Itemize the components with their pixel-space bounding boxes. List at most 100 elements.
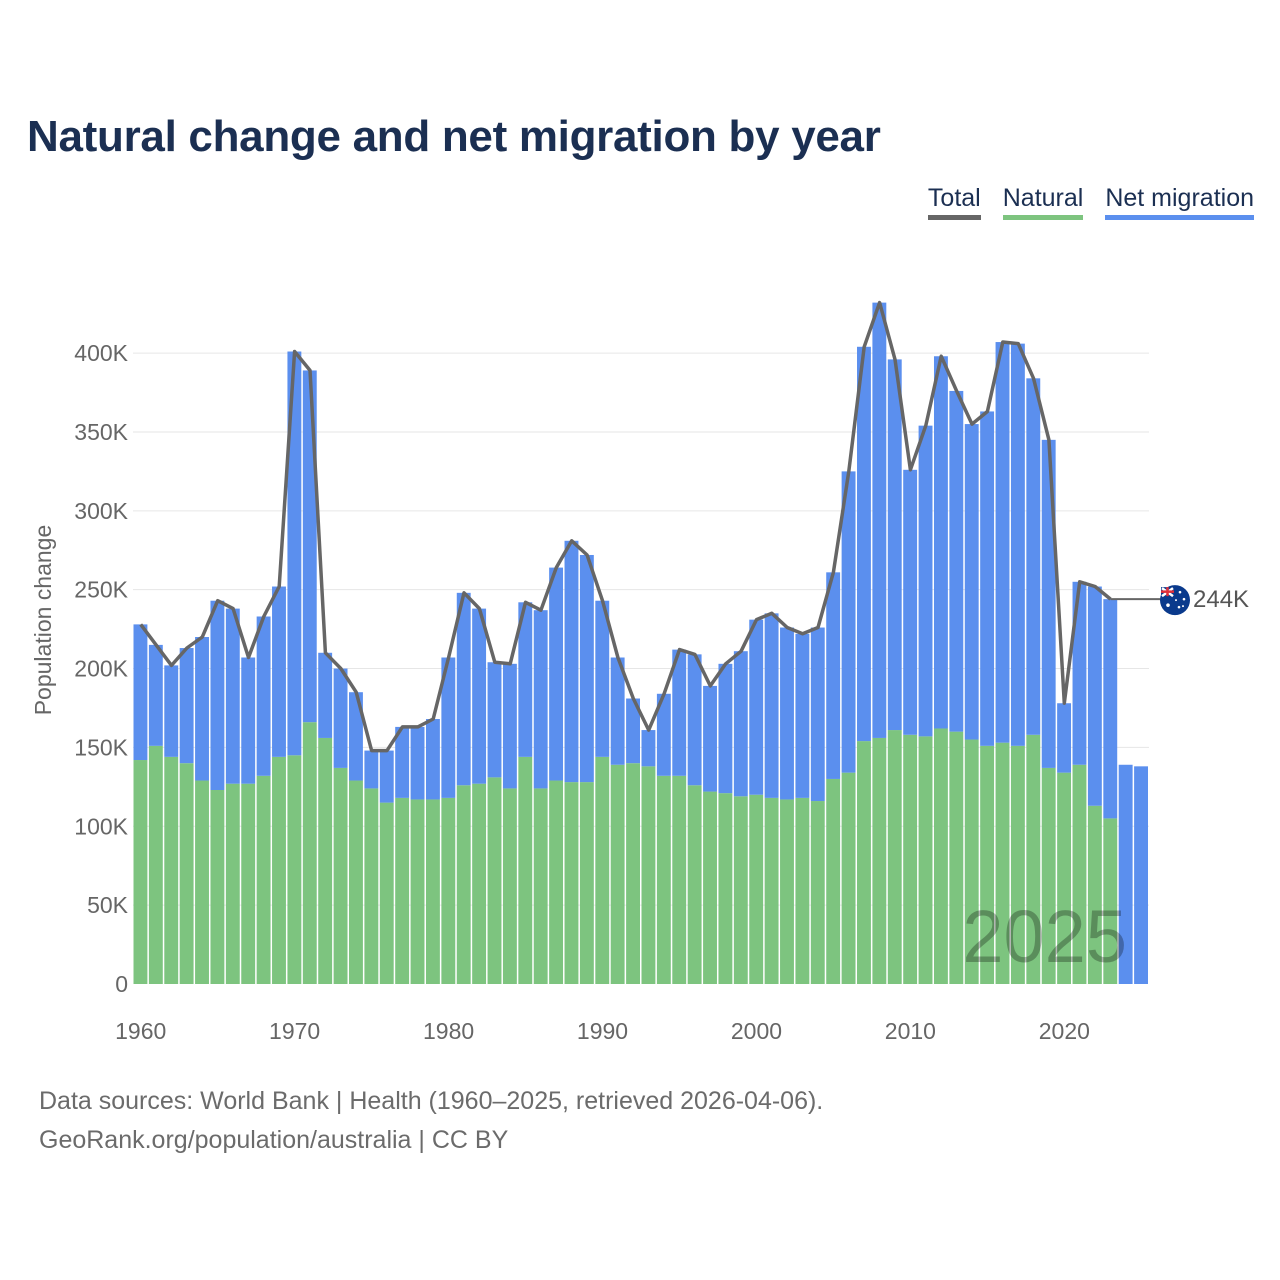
bar-natural xyxy=(703,791,717,984)
australia-flag-icon xyxy=(1160,585,1190,616)
bar-net-migration xyxy=(656,693,671,776)
bar-net-migration xyxy=(549,567,564,781)
x-tick-label: 1970 xyxy=(269,1018,320,1044)
bar-net-migration xyxy=(764,613,779,798)
bar-natural xyxy=(687,785,702,984)
bar-net-migration xyxy=(148,644,163,746)
legend-natural[interactable]: Natural xyxy=(1002,183,1084,220)
bar-natural xyxy=(1010,745,1025,984)
end-value-label: 244K xyxy=(1193,586,1249,613)
bar-net-migration xyxy=(749,619,764,795)
bar-natural xyxy=(933,728,948,984)
x-tick-label: 1990 xyxy=(577,1018,628,1044)
bar-natural xyxy=(564,782,579,984)
bar-natural xyxy=(210,789,225,984)
bar-natural xyxy=(857,741,871,984)
bar-net-migration xyxy=(579,554,594,783)
bar-net-migration xyxy=(980,411,995,746)
bar-natural xyxy=(626,763,640,984)
bar-net-migration xyxy=(949,390,964,732)
bar-natural xyxy=(472,783,487,984)
legend-net-migration[interactable]: Net migration xyxy=(1105,183,1254,220)
bar-natural xyxy=(780,799,794,984)
y-tick-label: 200K xyxy=(74,656,128,682)
bar-net-migration xyxy=(179,648,194,764)
bar-net-migration xyxy=(502,663,517,789)
bar-natural xyxy=(318,737,333,984)
bar-natural xyxy=(179,763,194,984)
bar-natural xyxy=(733,796,748,984)
bar-net-migration xyxy=(795,633,810,798)
y-axis-title: Population change xyxy=(30,525,56,716)
y-tick-label: 250K xyxy=(74,577,128,603)
bar-natural xyxy=(656,775,671,984)
bar-net-migration xyxy=(1057,703,1072,773)
bar-natural xyxy=(410,799,425,984)
legend-total[interactable]: Total xyxy=(927,183,981,220)
bar-net-migration xyxy=(195,637,209,781)
bar-natural xyxy=(456,785,471,984)
bar-net-migration xyxy=(1010,343,1025,746)
bar-net-migration xyxy=(441,657,456,798)
bar-natural xyxy=(256,775,271,984)
bar-natural xyxy=(395,797,410,984)
bar-natural xyxy=(641,766,656,984)
y-tick-label: 400K xyxy=(74,340,128,366)
bar-natural xyxy=(148,745,163,984)
bar-net-migration xyxy=(518,602,533,757)
bar-natural xyxy=(195,780,209,984)
bar-net-migration xyxy=(626,698,640,764)
bar-net-migration xyxy=(410,726,425,800)
bar-natural xyxy=(349,780,363,984)
bar-net-migration xyxy=(687,654,702,786)
bar-net-migration xyxy=(672,649,687,776)
bar-natural xyxy=(964,739,979,984)
bar-net-migration xyxy=(349,692,363,781)
bar-net-migration xyxy=(395,726,410,798)
bar-natural xyxy=(841,772,856,984)
bar-net-migration xyxy=(318,652,333,738)
bar-net-migration xyxy=(472,608,487,784)
bar-natural xyxy=(1072,764,1087,984)
bar-natural xyxy=(225,783,240,984)
bar-net-migration xyxy=(1072,581,1087,765)
footer-site: GeoRank.org/population/australia | CC BY xyxy=(39,1126,509,1154)
bar-natural xyxy=(502,788,517,984)
y-tick-label: 300K xyxy=(74,498,128,524)
bar-net-migration xyxy=(564,540,579,783)
y-tick-label: 350K xyxy=(74,419,128,445)
bar-natural xyxy=(949,731,964,984)
bar-net-migration xyxy=(533,610,548,789)
bar-net-migration xyxy=(857,346,871,742)
bar-net-migration xyxy=(595,600,610,757)
bar-net-migration xyxy=(964,424,979,740)
flag-star xyxy=(1177,605,1181,609)
bar-net-migration xyxy=(810,627,825,802)
bar-net-migration xyxy=(210,600,225,790)
bar-natural xyxy=(579,782,594,984)
bar-natural xyxy=(872,737,887,984)
bar-natural xyxy=(549,780,564,984)
y-tick-label: 0 xyxy=(115,971,128,997)
bar-natural xyxy=(918,736,933,984)
bar-natural xyxy=(672,775,687,984)
bar-net-migration xyxy=(379,750,394,803)
y-tick-label: 150K xyxy=(74,734,128,760)
bar-natural xyxy=(610,764,625,984)
y-tick-label: 100K xyxy=(74,813,128,839)
bar-net-migration xyxy=(841,471,856,773)
bar-natural xyxy=(718,793,733,984)
bar-net-migration xyxy=(887,359,902,731)
bar-net-migration xyxy=(364,750,379,789)
year-watermark: 2025 xyxy=(962,895,1127,978)
bar-net-migration xyxy=(272,586,286,757)
bar-net-migration xyxy=(780,627,794,800)
bar-net-migration xyxy=(826,572,841,779)
bar-net-migration xyxy=(333,668,348,768)
bar-net-migration xyxy=(703,685,717,792)
bar-natural xyxy=(333,767,348,984)
bar-net-migration xyxy=(133,624,148,761)
bar-net-migration xyxy=(1087,586,1102,806)
bar-net-migration xyxy=(1026,378,1041,735)
bar-natural xyxy=(1087,805,1102,984)
